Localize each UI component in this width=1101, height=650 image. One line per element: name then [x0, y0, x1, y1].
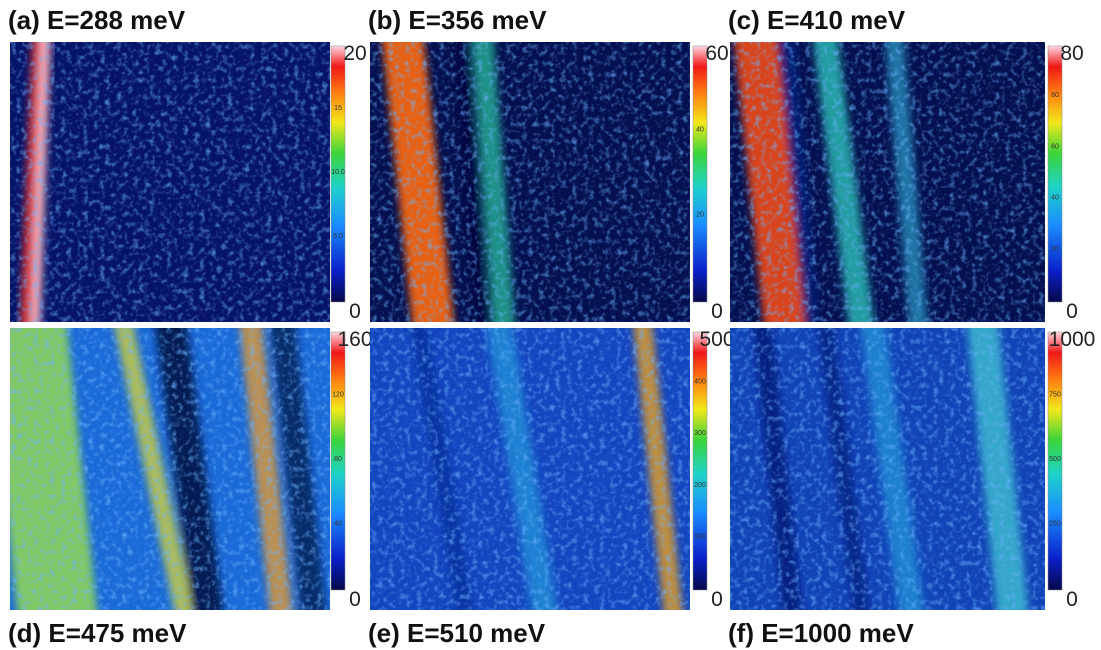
colorbar-max: 160 [337, 328, 372, 351]
colorbar-tick: 40 [334, 521, 342, 528]
heatmap [10, 42, 330, 322]
heatmap-noise [370, 328, 690, 610]
colorbar-tick: 200 [694, 482, 706, 489]
heatmap-noise [10, 42, 330, 322]
colorbar-tick: 40 [696, 126, 704, 133]
colorbar-tick: 15 [334, 105, 342, 112]
panel: 160 0 120 80 40 (d) E=475 meV [8, 328, 373, 648]
colorbar-tick: 120 [332, 392, 344, 399]
colorbar-tick: 750 [1049, 392, 1061, 399]
heatmap-noise [370, 42, 690, 322]
colorbar-tick: 80 [334, 456, 342, 463]
colorbar [330, 45, 346, 303]
heatmap [10, 328, 330, 610]
colorbar [1047, 331, 1063, 591]
colorbar-tick: 40 [1051, 195, 1059, 202]
panel: 500 0 400 300 200 100 (e) E=510 meV [368, 328, 735, 648]
colorbar-tick: 60 [1051, 143, 1059, 150]
heatmap [730, 42, 1045, 322]
colorbar-min: 0 [349, 588, 361, 611]
colorbar-min: 0 [349, 300, 361, 323]
colorbar [692, 331, 708, 591]
colorbar-max: 20 [343, 42, 366, 65]
panel: 60 0 40 20 (b) E=356 meV [368, 5, 729, 323]
colorbar-tick: 20 [696, 212, 704, 219]
colorbar-min: 0 [711, 588, 723, 611]
colorbar [692, 45, 708, 303]
colorbar-max: 1000 [1049, 328, 1096, 351]
panel-label: (b) E=356 meV [368, 5, 547, 35]
colorbar-tick: 300 [694, 430, 706, 437]
colorbar-max: 80 [1060, 42, 1083, 65]
panel-label: (d) E=475 meV [8, 618, 187, 648]
colorbar-tick: 20 [1051, 246, 1059, 253]
colorbar-tick: 10.0 [331, 169, 345, 176]
colorbar-tick: 5.0 [333, 233, 343, 240]
heatmap-noise [10, 328, 330, 610]
colorbar-tick: 250 [1049, 521, 1061, 528]
colorbar-max: 500 [699, 328, 734, 351]
colorbar [330, 331, 346, 591]
colorbar-max: 60 [705, 42, 728, 65]
colorbar-min: 0 [1066, 300, 1078, 323]
heatmap-noise [730, 328, 1045, 610]
panel: 20 0 15 10.0 5.0 (a) E=288 meV [8, 5, 367, 323]
colorbar-min: 0 [711, 300, 723, 323]
panel: 1000 0 750 500 250 (f) E=1000 meV [728, 328, 1096, 648]
colorbar [1047, 45, 1063, 303]
heatmap-noise [730, 42, 1045, 322]
panel-label: (a) E=288 meV [8, 5, 186, 35]
colorbar-min: 0 [1066, 588, 1078, 611]
heatmap [730, 328, 1045, 610]
colorbar-tick: 400 [694, 379, 706, 386]
panel-label: (f) E=1000 meV [728, 618, 914, 648]
colorbar-tick: 500 [1049, 456, 1061, 463]
panel-label: (c) E=410 meV [728, 5, 906, 35]
colorbar-tick: 100 [694, 533, 706, 540]
heatmap [370, 42, 690, 322]
panel-label: (e) E=510 meV [368, 618, 546, 648]
panel: 80 0 80 60 40 20 (c) E=410 meV [728, 5, 1084, 323]
heatmap [370, 328, 690, 610]
colorbar-tick: 80 [1051, 92, 1059, 99]
